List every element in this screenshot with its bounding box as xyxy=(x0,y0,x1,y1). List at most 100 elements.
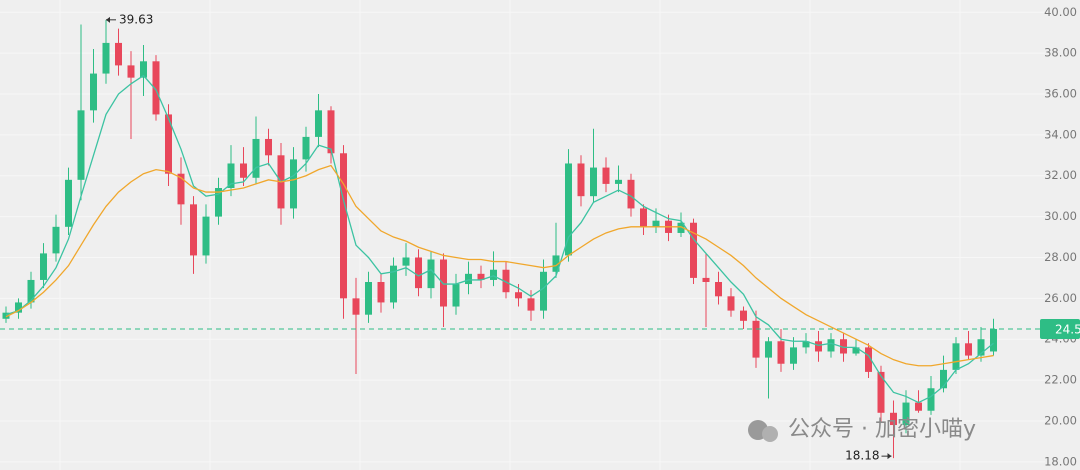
candle-body xyxy=(377,282,385,303)
y-tick-label: 22.00 xyxy=(1044,373,1077,387)
candle-body xyxy=(65,179,72,227)
candle-body xyxy=(177,173,185,205)
candle-body xyxy=(127,65,135,78)
candle-body xyxy=(565,163,572,256)
last-price-tag xyxy=(1040,319,1080,339)
candle-body xyxy=(802,341,810,348)
y-tick-label: 38.00 xyxy=(1044,46,1077,60)
candle-body xyxy=(152,61,160,115)
moving-average-line xyxy=(5,164,994,367)
candle-body xyxy=(827,339,835,352)
candle-body xyxy=(702,277,710,282)
candle-body xyxy=(315,110,322,137)
candle-body xyxy=(390,265,397,303)
candle-body xyxy=(627,179,635,209)
candle-body xyxy=(215,188,222,217)
candle-body xyxy=(452,284,460,307)
candle-body xyxy=(227,163,235,188)
y-tick-label: 26.00 xyxy=(1044,291,1077,305)
candle-body xyxy=(540,271,547,311)
candle-body xyxy=(365,282,372,315)
candle-body xyxy=(740,310,747,321)
candle-body xyxy=(340,153,347,299)
candle-body xyxy=(90,73,97,111)
y-tick-label: 28.00 xyxy=(1044,250,1077,264)
last-price-label: 24.5 xyxy=(1055,323,1080,337)
candle-body xyxy=(865,347,872,372)
candle-body xyxy=(852,347,860,354)
candle-body xyxy=(52,226,60,254)
candle-body xyxy=(940,369,947,389)
plot: 18.0020.0022.0024.0026.0028.0030.0032.00… xyxy=(0,5,1080,468)
candle-body xyxy=(790,347,797,364)
candle-body xyxy=(977,339,985,356)
candle-body xyxy=(302,136,310,160)
candle-body xyxy=(990,329,997,352)
candle-body xyxy=(102,42,110,74)
candle-body xyxy=(902,402,910,426)
candle-body xyxy=(615,179,622,184)
candle-body xyxy=(265,138,272,156)
candle-body xyxy=(602,167,610,184)
y-tick-label: 32.00 xyxy=(1044,168,1077,182)
y-tick-label: 20.00 xyxy=(1044,413,1077,427)
candle-body xyxy=(140,61,147,78)
candle-body xyxy=(290,159,297,209)
y-tick-label: 34.00 xyxy=(1044,127,1077,141)
y-tick-label: 36.00 xyxy=(1044,87,1077,101)
candle-body xyxy=(490,269,497,280)
candle-body xyxy=(427,259,435,289)
candle-body xyxy=(465,273,472,285)
candle-body xyxy=(502,269,510,293)
candle-body xyxy=(677,222,685,233)
candle-body xyxy=(352,298,360,315)
candle-body xyxy=(877,371,885,413)
candle-body xyxy=(590,167,597,197)
min-annotation: 18.18 xyxy=(845,449,879,463)
candle-body xyxy=(815,341,822,352)
candle-body xyxy=(577,163,585,197)
candle-body xyxy=(727,296,735,311)
candle-body xyxy=(752,320,760,358)
candle-body xyxy=(440,259,447,307)
candle-body xyxy=(965,343,972,356)
y-tick-label: 18.00 xyxy=(1044,454,1077,468)
candle-body xyxy=(327,110,335,154)
candle-body xyxy=(952,343,960,370)
candle-body xyxy=(202,216,210,256)
watermark-icon xyxy=(762,426,778,442)
max-annotation: 39.63 xyxy=(119,12,153,26)
candle-body xyxy=(890,412,897,426)
candle-body xyxy=(252,138,260,178)
annotation-arrowhead xyxy=(106,16,110,23)
candle-body xyxy=(27,279,35,303)
candle-body xyxy=(115,42,122,66)
watermark-text: 公众号 · 加密小喵y xyxy=(788,417,976,442)
candle-body xyxy=(840,339,847,354)
candle-body xyxy=(640,208,647,227)
candle-body xyxy=(715,282,722,297)
candle-body xyxy=(402,257,410,266)
candle-body xyxy=(927,388,935,411)
candle-body xyxy=(2,312,10,319)
y-tick-label: 40.00 xyxy=(1044,5,1077,19)
watermark: 公众号 · 加密小喵y xyxy=(748,417,976,442)
candle-body xyxy=(477,273,485,280)
candle-body xyxy=(515,292,522,299)
candle-body xyxy=(652,220,660,227)
annotation-arrowhead xyxy=(887,453,892,460)
candle-body xyxy=(415,257,422,289)
grid xyxy=(0,0,1045,470)
candle-body xyxy=(40,253,47,280)
candle-body xyxy=(240,163,247,178)
candle-body xyxy=(765,341,772,358)
candle-body xyxy=(190,204,197,256)
candle-body xyxy=(165,114,172,174)
candle-body xyxy=(77,110,85,180)
y-tick-label: 30.00 xyxy=(1044,209,1077,223)
candle-body xyxy=(690,222,697,278)
candle-body xyxy=(527,298,535,311)
candle-body xyxy=(552,255,560,272)
